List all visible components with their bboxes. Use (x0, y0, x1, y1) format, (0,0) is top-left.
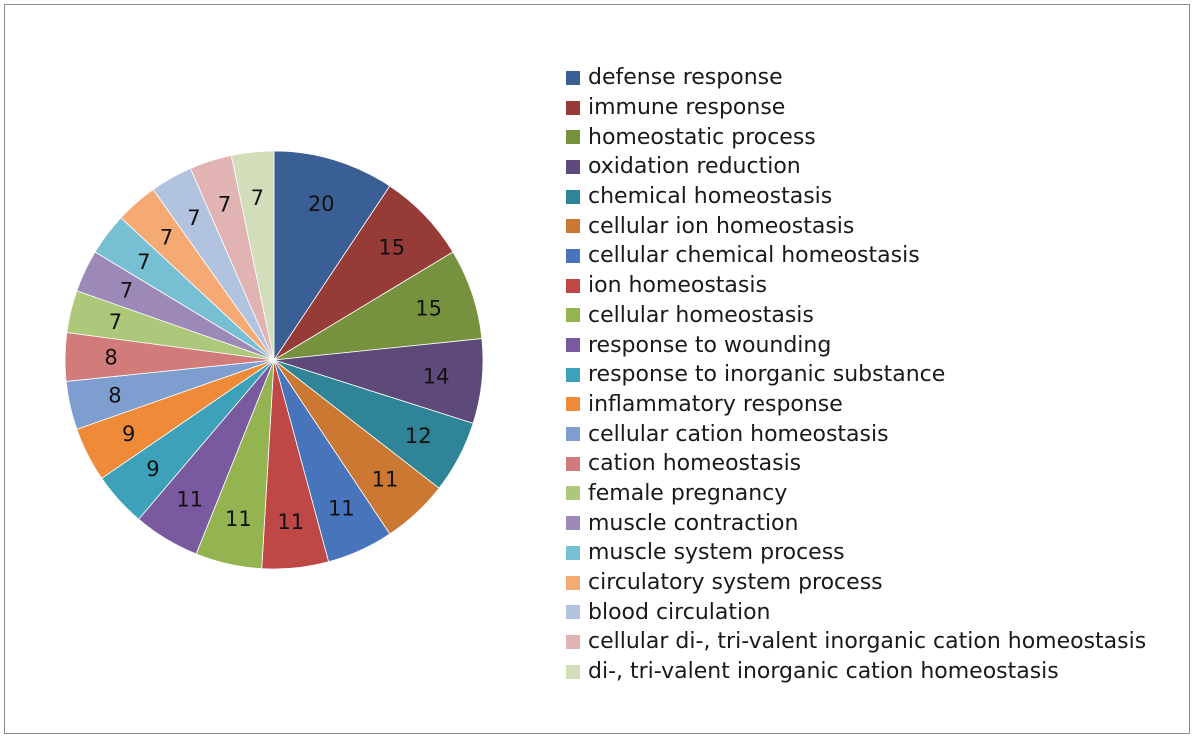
legend-item-6: cellular ion homeostasis (566, 211, 1146, 241)
slice-value-label-19: 7 (187, 206, 200, 230)
legend-swatch (566, 70, 580, 85)
legend-item-7: cellular chemical homeostasis (566, 241, 1146, 271)
legend-label: circulatory system process (588, 570, 883, 596)
legend-item-16: muscle contraction (566, 508, 1146, 538)
legend-label: muscle contraction (588, 510, 799, 536)
legend-item-5: chemical homeostasis (566, 182, 1146, 212)
legend-item-10: response to wounding (566, 330, 1146, 360)
legend-swatch (566, 575, 580, 590)
legend-item-1: defense response (566, 63, 1146, 93)
legend-item-21: di-, tri-valent inorganic cation homeost… (566, 657, 1146, 687)
legend-label: immune response (588, 95, 786, 121)
legend-swatch (566, 308, 580, 323)
slice-value-label-9: 11 (225, 507, 252, 531)
legend-item-12: inflammatory response (566, 390, 1146, 420)
slice-value-label-11: 9 (146, 457, 159, 481)
slice-value-label-3: 15 (415, 296, 442, 320)
legend-swatch (566, 100, 580, 115)
slice-value-label-7: 11 (328, 496, 355, 520)
legend-swatch (566, 456, 580, 471)
slice-value-label-14: 8 (104, 346, 117, 370)
legend-label: di-, tri-valent inorganic cation homeost… (588, 659, 1059, 685)
legend-label: female pregnancy (588, 480, 788, 506)
legend-swatch (566, 159, 580, 174)
slice-value-label-15: 7 (109, 310, 122, 334)
legend-label: cation homeostasis (588, 451, 802, 477)
legend-swatch (566, 605, 580, 620)
slice-value-label-10: 11 (176, 488, 203, 512)
legend-item-11: response to inorganic substance (566, 360, 1146, 390)
legend-item-2: immune response (566, 93, 1146, 123)
legend: defense response immune response homeostat… (566, 63, 1146, 686)
slice-value-label-13: 8 (108, 384, 121, 408)
slice-value-label-4: 14 (423, 365, 450, 389)
legend-label: response to inorganic substance (588, 362, 946, 388)
legend-label: cellular cation homeostasis (588, 421, 889, 447)
legend-label: cellular chemical homeostasis (588, 243, 920, 269)
slice-value-label-8: 11 (277, 510, 304, 534)
legend-swatch (566, 248, 580, 263)
legend-label: cellular di-, tri-valent inorganic catio… (588, 629, 1147, 655)
legend-item-18: circulatory system process (566, 568, 1146, 598)
pie-slice-1 (273, 150, 391, 362)
legend-label: oxidation reduction (588, 154, 801, 180)
slice-value-label-21: 7 (251, 186, 264, 210)
legend-item-15: female pregnancy (566, 479, 1146, 509)
legend-item-4: oxidation reduction (566, 152, 1146, 182)
legend-swatch (566, 427, 580, 442)
legend-item-3: homeostatic process (566, 122, 1146, 152)
slice-value-label-17: 7 (137, 250, 150, 274)
legend-label: cellular homeostasis (588, 302, 814, 328)
legend-swatch (566, 219, 580, 234)
slice-value-label-1: 20 (308, 192, 335, 216)
slice-value-label-16: 7 (120, 279, 133, 303)
legend-item-20: cellular di-, tri-valent inorganic catio… (566, 627, 1146, 657)
legend-item-19: blood circulation (566, 597, 1146, 627)
legend-swatch (566, 486, 580, 501)
legend-swatch (566, 338, 580, 353)
slice-value-label-6: 11 (372, 467, 399, 491)
slice-value-label-2: 15 (378, 235, 405, 259)
slice-value-label-20: 7 (218, 193, 231, 217)
legend-swatch (566, 278, 580, 293)
legend-swatch (566, 634, 580, 649)
legend-label: inflammatory response (588, 391, 843, 417)
legend-item-9: cellular homeostasis (566, 301, 1146, 331)
legend-label: homeostatic process (588, 124, 816, 150)
legend-swatch (566, 367, 580, 382)
legend-swatch (566, 516, 580, 531)
slice-value-label-5: 12 (405, 424, 432, 448)
legend-label: ion homeostasis (588, 273, 767, 299)
legend-swatch (566, 664, 580, 679)
legend-swatch (566, 189, 580, 204)
legend-swatch (566, 130, 580, 145)
pie-slice-21 (230, 150, 275, 361)
legend-item-14: cation homeostasis (566, 449, 1146, 479)
legend-label: defense response (588, 65, 783, 91)
legend-item-13: cellular cation homeostasis (566, 419, 1146, 449)
legend-swatch (566, 397, 580, 412)
legend-item-17: muscle system process (566, 538, 1146, 568)
legend-item-8: ion homeostasis (566, 271, 1146, 301)
slice-value-label-18: 7 (160, 225, 173, 249)
legend-label: muscle system process (588, 540, 845, 566)
legend-swatch (566, 545, 580, 560)
legend-label: chemical homeostasis (588, 184, 833, 210)
legend-label: blood circulation (588, 599, 771, 625)
slice-value-label-12: 9 (122, 422, 135, 446)
legend-label: response to wounding (588, 332, 832, 358)
legend-label: cellular ion homeostasis (588, 213, 855, 239)
